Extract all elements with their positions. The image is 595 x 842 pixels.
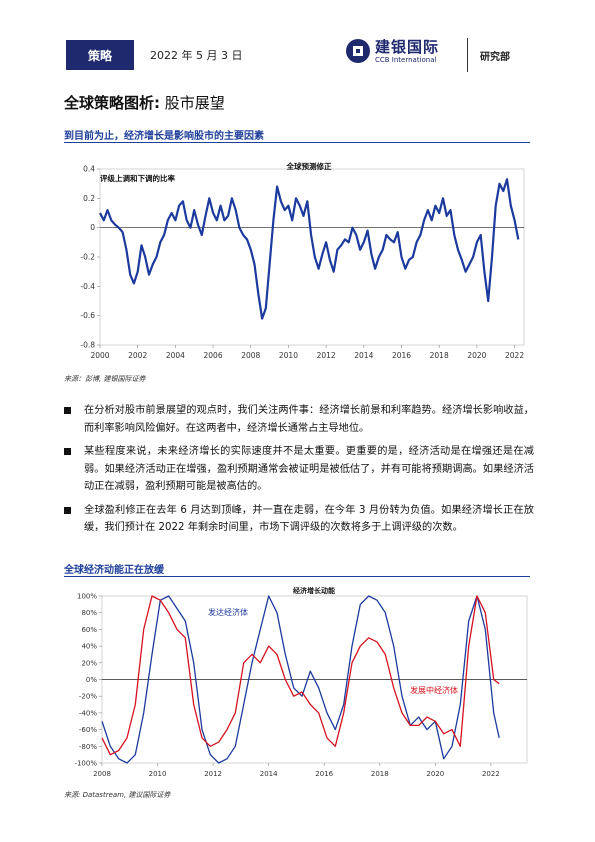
section1-rule [64, 142, 530, 143]
y-tick-label: -0.2 [80, 253, 95, 262]
y-tick-label: 60% [81, 626, 97, 634]
x-tick-label: 2012 [317, 351, 336, 360]
chart2-axes: 100% 80% 60% 40% 20% 0% -20% -40% -60% -80% -100% 2… [74, 593, 528, 778]
y-tick-label: -0.6 [80, 311, 95, 320]
bullet-square-icon [64, 506, 71, 514]
bullet-item: 全球盈利修正在去年 6 月达到顶峰，并一直在走弱，在今年 3 月份转为负值。如果… [64, 502, 534, 537]
annotation-emerging: 发展中经济体 [410, 685, 458, 695]
chart1-title: 全球预测修正 [286, 161, 332, 171]
ccb-logo-mark-icon [346, 39, 370, 63]
bullet-text: 在分析对股市前景展望的观点时，我们关注两件事：经济增长前景和利率趋势。经济增长影… [84, 405, 534, 434]
title-sub: 股市展望 [160, 94, 225, 112]
x-tick-label: 2016 [315, 770, 333, 778]
annotation-developed: 发达经济体 [208, 607, 248, 617]
title-main: 全球策略图析: [64, 94, 160, 112]
section2-rule [64, 576, 530, 577]
x-tick-label: 2020 [426, 770, 444, 778]
y-tick-label: 0% [86, 676, 97, 684]
brand-name-en: CCB International [375, 56, 437, 64]
y-tick-label: 0.4 [83, 165, 95, 174]
x-tick-label: 2000 [90, 351, 109, 360]
growth-momentum-chart: 100% 80% 60% 40% 20% 0% -20% -40% -60% -80% -100% 2… [74, 586, 528, 778]
bullet-item: 在分析对股市前景展望的观点时，我们关注两件事：经济增长前景和利率趋势。经济增长影… [64, 402, 534, 437]
x-tick-label: 2022 [482, 770, 500, 778]
x-tick-label: 2008 [93, 770, 111, 778]
x-tick-label: 2014 [260, 770, 278, 778]
bullet-square-icon [64, 448, 71, 455]
x-tick-label: 2004 [166, 351, 185, 360]
x-tick-label: 2022 [505, 351, 524, 360]
chart2-title: 经济增长动能 [293, 586, 335, 595]
brand-name-cn: 建银国际 [375, 38, 440, 56]
x-tick-label: 2008 [241, 351, 260, 360]
department-label: 研究部 [480, 52, 510, 63]
y-tick-label: 0.2 [83, 194, 95, 203]
x-tick-label: 2020 [467, 351, 486, 360]
section1-source: 来源：彭博, 建银国际证券 [64, 375, 146, 383]
y-tick-label: -0.8 [80, 341, 95, 350]
y-tick-label: -80% [79, 743, 97, 751]
bullet-text: 某些程度来说，未来经济增长的实际速度并不是太重要。更重要的是，经济活动是在增强还… [84, 446, 534, 492]
y-tick-label: 0 [90, 223, 95, 232]
y-tick-label: -100% [74, 760, 97, 768]
x-tick-label: 2002 [128, 351, 147, 360]
y-tick-label: -40% [79, 709, 97, 717]
section2-heading: 全球经济动能正在放缓 [64, 565, 164, 576]
chart1-ylabel: 评级上调和下调的比率 [100, 173, 175, 183]
y-tick-label: 20% [81, 659, 97, 667]
y-tick-label: -20% [79, 693, 97, 701]
y-tick-label: -60% [79, 726, 97, 734]
series-line-0 [99, 178, 520, 320]
report-category-tag: 策略 [66, 40, 134, 70]
x-tick-label: 2014 [354, 351, 373, 360]
y-tick-label: 80% [81, 609, 97, 617]
bullet-item: 某些程度来说，未来经济增长的实际速度并不是太重要。更重要的是，经济活动是在增强还… [64, 443, 534, 496]
header-divider [467, 38, 468, 72]
bullet-text: 全球盈利修正在去年 6 月达到顶峰，并一直在走弱，在今年 3 月份转为负值。如果… [84, 504, 534, 534]
y-tick-label: 40% [81, 643, 97, 651]
section1-heading: 到目前为止，经济增长是影响股市的主要因素 [64, 131, 264, 142]
x-tick-label: 2012 [204, 770, 222, 778]
x-tick-label: 2006 [204, 351, 223, 360]
x-tick-label: 2016 [392, 351, 411, 360]
ccb-logo: 建银国际 CCB International [345, 36, 465, 72]
section2-source: 来源: Datastream, 建议国际证券 [64, 791, 171, 799]
x-tick-label: 2018 [430, 351, 449, 360]
y-tick-label: 100% [77, 593, 97, 601]
x-tick-label: 2010 [149, 770, 167, 778]
bullet-square-icon [64, 407, 71, 414]
x-tick-label: 2010 [279, 351, 298, 360]
y-tick-label: -0.4 [80, 282, 95, 291]
x-tick-label: 2018 [371, 770, 389, 778]
page-title: 全球策略图析: 股市展望 [64, 92, 225, 113]
series-line-1 [101, 595, 500, 756]
report-date: 2022 年 5 月 3 日 [150, 49, 243, 62]
analysis-bullets: 在分析对股市前景展望的观点时，我们关注两件事：经济增长前景和利率趋势。经济增长影… [64, 402, 534, 543]
